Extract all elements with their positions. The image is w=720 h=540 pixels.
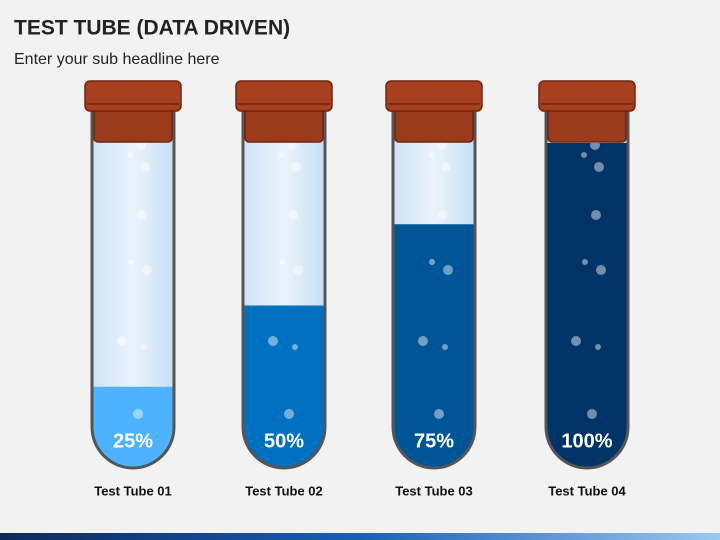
liquid — [546, 143, 628, 468]
bubble — [133, 409, 143, 419]
bubble — [291, 162, 301, 172]
bubble — [127, 152, 133, 158]
bubble — [441, 162, 451, 172]
bubble — [418, 336, 428, 346]
bubble — [594, 162, 604, 172]
value-label: 75% — [414, 430, 454, 452]
x-tick-label: Test Tube 01 — [94, 483, 172, 498]
bubble — [288, 210, 298, 220]
tube-glass — [92, 110, 174, 468]
bubbles — [117, 140, 152, 419]
liquid — [243, 305, 325, 468]
bubbles — [268, 140, 303, 419]
bubble — [429, 259, 435, 265]
chart-subtitle: Enter your sub headline here — [14, 51, 220, 68]
bubble — [141, 344, 147, 350]
bubble — [142, 265, 152, 275]
bubble — [571, 336, 581, 346]
tube-outline — [90, 108, 176, 470]
value-label: 25% — [113, 430, 153, 452]
bubble — [587, 409, 597, 419]
footer-strip — [0, 533, 720, 540]
bubble — [293, 265, 303, 275]
bubble — [581, 152, 587, 158]
bubble — [268, 336, 278, 346]
value-label: 100% — [561, 430, 612, 452]
bubble — [582, 259, 588, 265]
tube-outline — [544, 108, 630, 470]
bubble — [442, 344, 448, 350]
bubble — [117, 336, 127, 346]
cap-top — [538, 80, 636, 112]
bubble — [279, 259, 285, 265]
x-tick-label: Test Tube 04 — [548, 483, 626, 498]
liquid — [92, 386, 174, 468]
bubble — [434, 409, 444, 419]
bubble — [137, 210, 147, 220]
cap-top — [84, 80, 182, 112]
bubble — [128, 259, 134, 265]
x-tick-label: Test Tube 03 — [395, 483, 473, 498]
bubble — [428, 152, 434, 158]
tube-outline — [241, 108, 327, 470]
bubble — [443, 265, 453, 275]
cap-top — [235, 80, 333, 112]
tube-outline — [391, 108, 477, 470]
cap-top — [385, 80, 483, 112]
bubble — [595, 344, 601, 350]
bubble — [596, 265, 606, 275]
value-label: 50% — [264, 430, 304, 452]
x-tick-label: Test Tube 02 — [245, 483, 323, 498]
bubble — [292, 344, 298, 350]
chart-title: TEST TUBE (DATA DRIVEN) — [14, 17, 290, 40]
bubble — [140, 162, 150, 172]
bubble — [591, 210, 601, 220]
bubble — [438, 210, 448, 220]
liquid — [393, 224, 475, 468]
bubble — [284, 409, 294, 419]
bubble — [278, 152, 284, 158]
